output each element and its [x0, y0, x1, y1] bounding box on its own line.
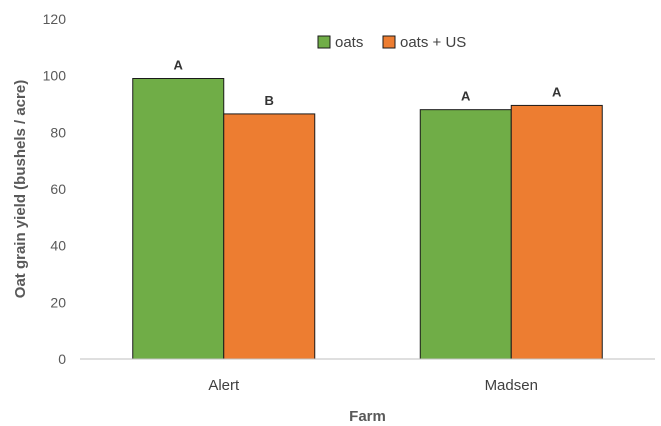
legend-label: oats: [335, 34, 363, 51]
y-tick-label: 60: [50, 181, 66, 197]
data-label: B: [265, 93, 274, 108]
data-label: A: [552, 84, 562, 99]
y-tick-label: 80: [50, 124, 66, 140]
legend-label: oats + US: [400, 34, 466, 51]
y-axis-ticks: 0 20 40 60 80 100 120: [43, 11, 67, 367]
bars: [132, 78, 603, 360]
legend-swatch: [317, 35, 331, 49]
y-axis-title: Oat grain yield (bushels / acre): [12, 80, 29, 298]
data-label: A: [461, 89, 471, 104]
y-tick-label: 120: [43, 11, 67, 27]
bar-oats-alert: [132, 78, 225, 360]
data-labels: A B A A: [174, 58, 563, 108]
x-category-label: Madsen: [485, 377, 538, 394]
y-tick-label: 40: [50, 238, 66, 254]
bar-oats-us-madsen: [510, 104, 603, 360]
y-tick-label: 0: [58, 351, 66, 367]
legend: oats oats + US: [317, 34, 466, 51]
bar-oats-madsen: [419, 109, 512, 360]
bar-oats-us-alert: [223, 113, 316, 360]
x-axis-title: Farm: [349, 408, 386, 425]
legend-swatch: [382, 35, 396, 49]
x-category-label: Alert: [208, 377, 240, 394]
data-label: A: [174, 58, 184, 73]
x-axis-category-labels: Alert Madsen: [208, 377, 538, 394]
y-tick-label: 20: [50, 294, 66, 310]
y-tick-label: 100: [43, 68, 67, 84]
